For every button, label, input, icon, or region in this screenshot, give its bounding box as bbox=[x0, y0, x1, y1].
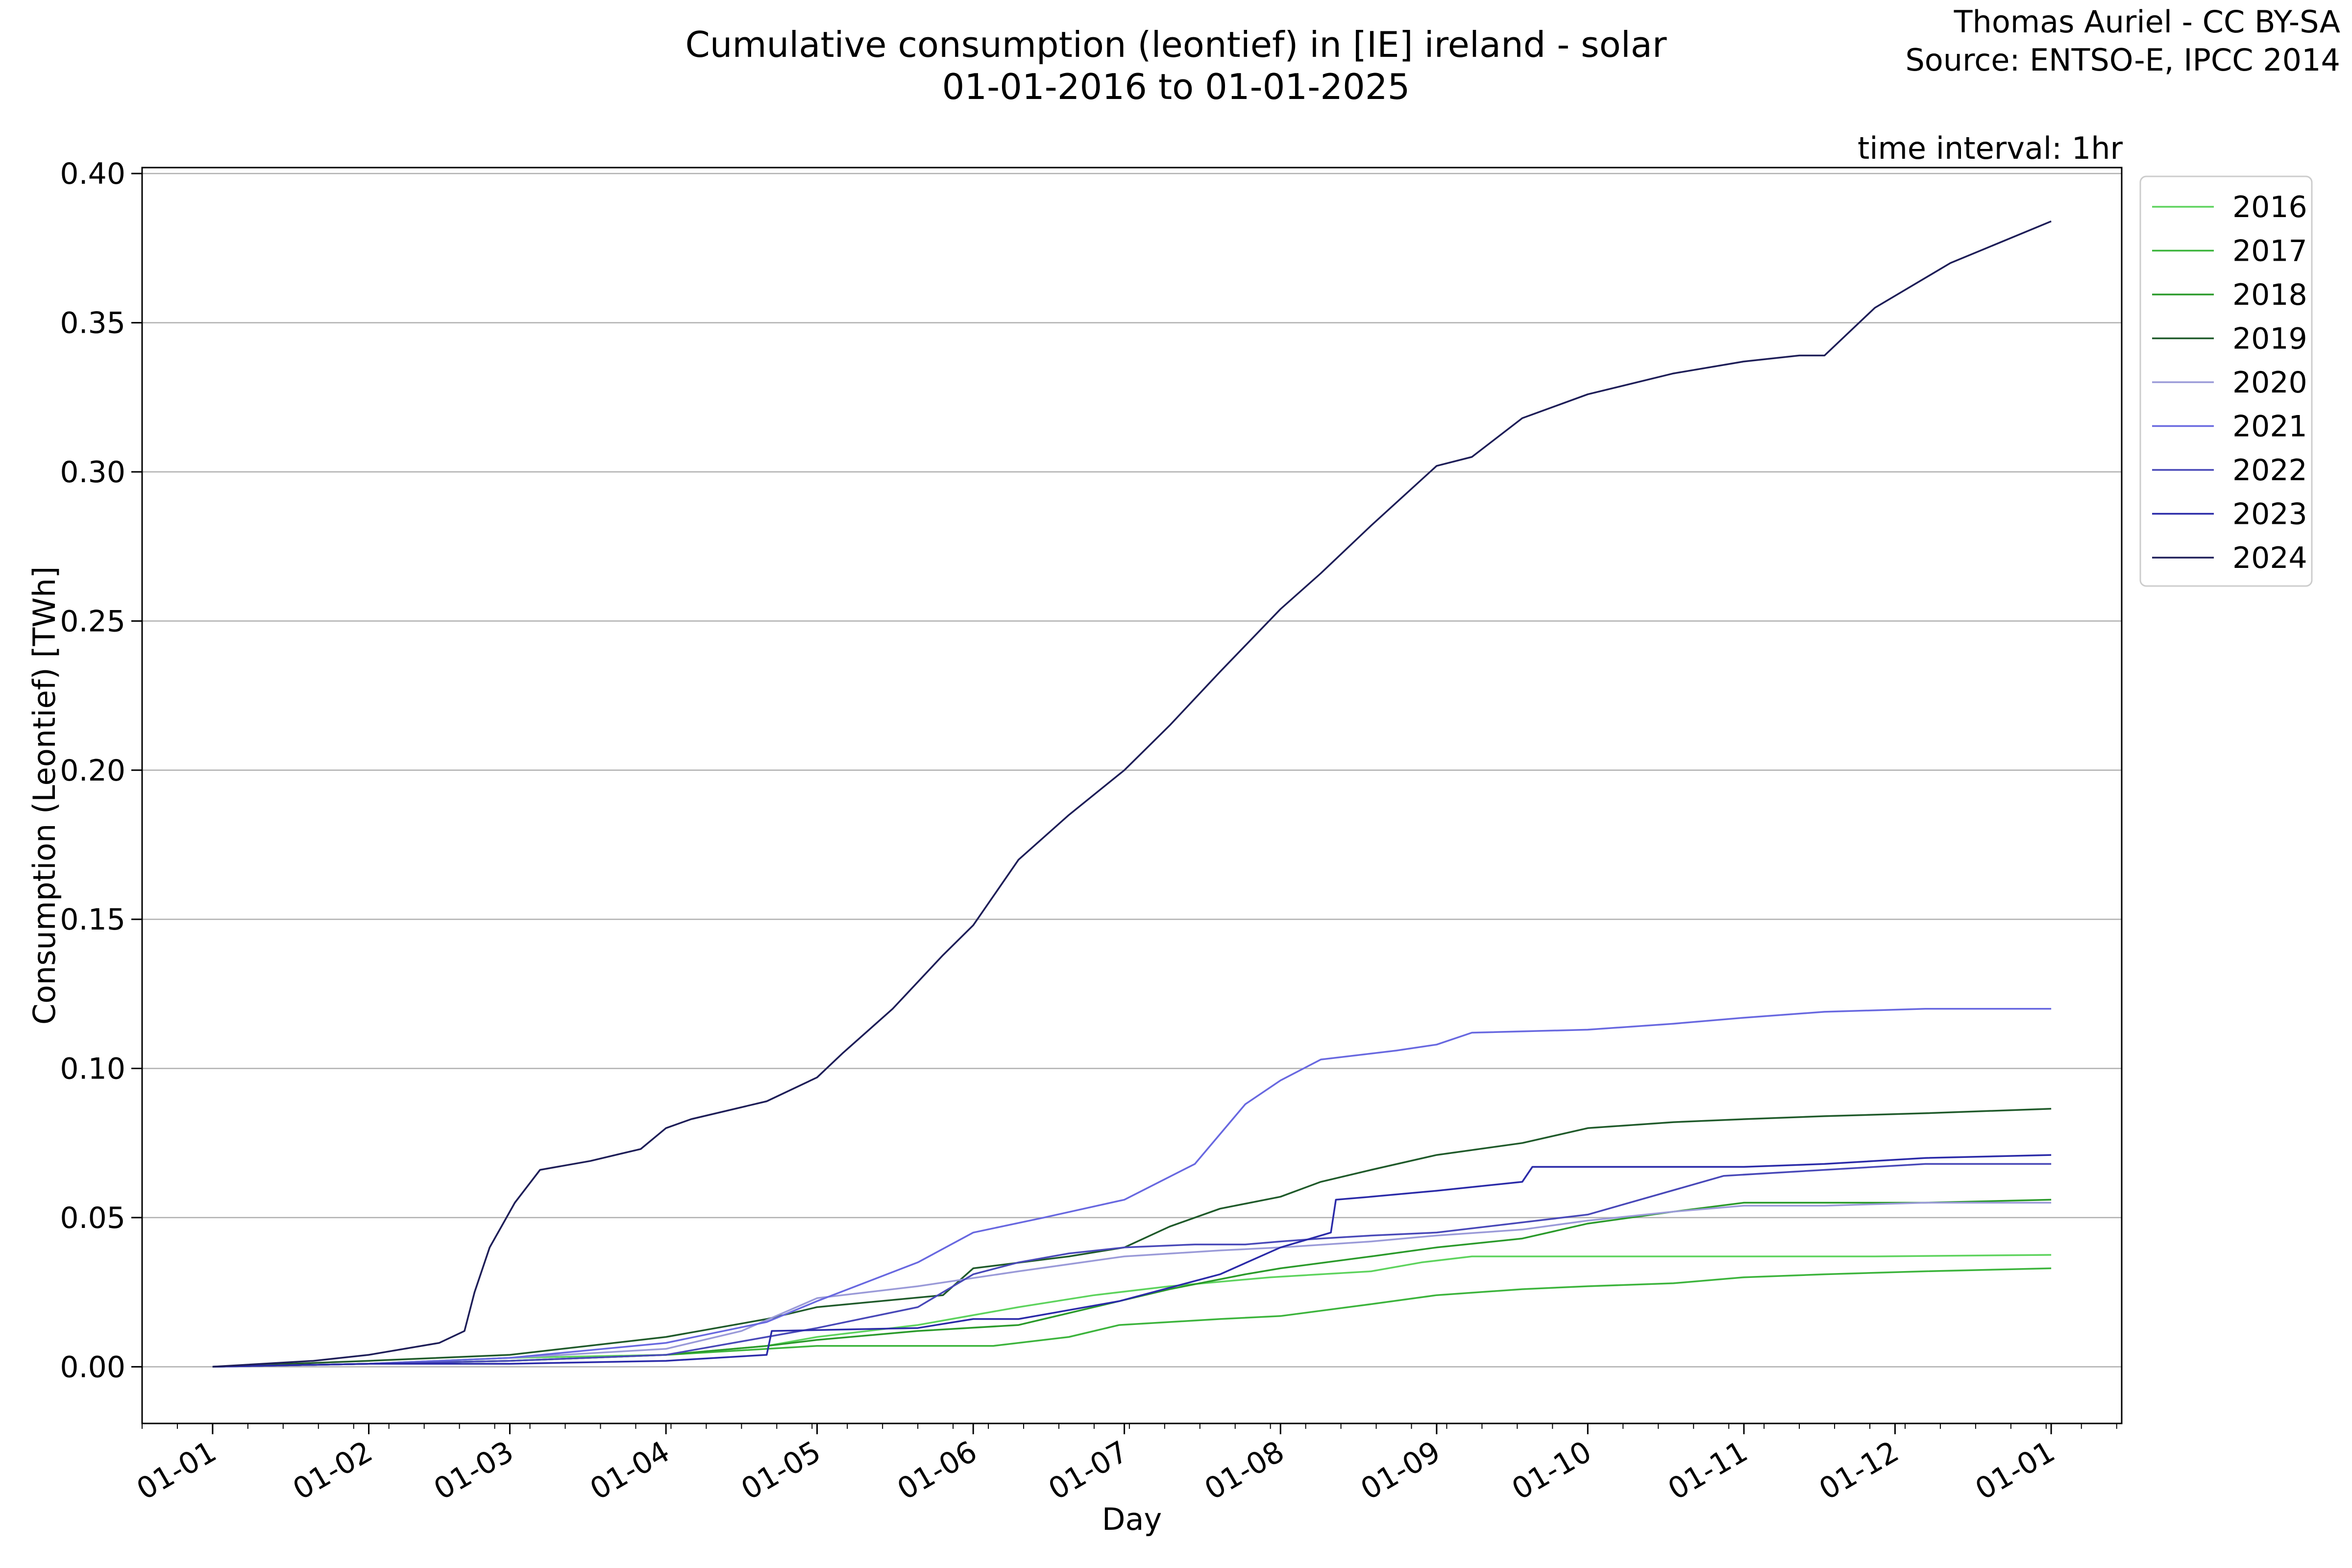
x-tick-label: 01-01 bbox=[131, 1434, 222, 1507]
legend-entry: 2016 bbox=[2232, 190, 2307, 224]
series-line-2018 bbox=[212, 1199, 2052, 1368]
y-tick-label: 0.15 bbox=[60, 903, 125, 937]
series-line-2017 bbox=[212, 1267, 2052, 1368]
legend-entry: 2021 bbox=[2232, 410, 2307, 444]
series-line-2021 bbox=[212, 1008, 2052, 1368]
series-line-2019 bbox=[212, 1107, 2052, 1368]
y-tick-label: 0.40 bbox=[60, 157, 125, 191]
chart-title-line1: Cumulative consumption (leontief) in [IE… bbox=[685, 24, 1667, 65]
x-tick-label: 01-07 bbox=[1043, 1434, 1134, 1507]
credit-author: Thomas Auriel - CC BY-SA bbox=[1954, 4, 2340, 40]
legend-entry: 2018 bbox=[2232, 278, 2307, 312]
x-tick-label: 01-05 bbox=[735, 1434, 827, 1507]
y-tick-label: 0.10 bbox=[60, 1052, 125, 1086]
y-tick-label: 0.35 bbox=[60, 306, 125, 341]
legend-entry: 2022 bbox=[2232, 453, 2307, 488]
x-axis: 01-01 01-02 01-03 01-04 01-05 01-06 01-07 01-08… bbox=[131, 1423, 2117, 1507]
plot-frame bbox=[141, 167, 2123, 1424]
y-axis-label: Consumption (Leontief) [TWh] bbox=[26, 566, 62, 1025]
x-tick-label: 01-06 bbox=[892, 1434, 983, 1507]
x-tick-label: 01-11 bbox=[1663, 1434, 1754, 1507]
series-lines bbox=[212, 220, 2052, 1368]
x-tick-label: 01-10 bbox=[1506, 1434, 1597, 1507]
time-interval-label: time interval: 1hr bbox=[1858, 130, 2123, 166]
series-line-2024 bbox=[212, 220, 2052, 1368]
x-tick-label: 01-03 bbox=[428, 1434, 519, 1507]
legend-entry: 2017 bbox=[2232, 234, 2307, 269]
series-line-2022 bbox=[212, 1163, 2052, 1368]
x-tick-label: 01-09 bbox=[1355, 1434, 1446, 1507]
legend-entry: 2024 bbox=[2232, 541, 2307, 575]
credits: Thomas Auriel - CC BY-SA Source: ENTSO-E… bbox=[1905, 3, 2340, 79]
x-tick-label: 01-12 bbox=[1813, 1434, 1905, 1507]
credit-source: Source: ENTSO-E, IPCC 2014 bbox=[1905, 42, 2340, 78]
y-tick-label: 0.30 bbox=[60, 455, 125, 490]
legend: 2016 2017 2018 2019 2020 2021 2022 2023 2024 bbox=[2139, 175, 2313, 587]
y-axis: 0.00 0.05 0.10 0.15 0.20 0.25 0.30 0.35 0.40 bbox=[60, 157, 142, 1384]
x-axis-label: Day bbox=[1102, 1501, 1162, 1537]
chart-title-line2: 01-01-2016 to 01-01-2025 bbox=[942, 66, 1410, 107]
y-tick-label: 0.00 bbox=[60, 1350, 125, 1384]
legend-entry: 2023 bbox=[2232, 497, 2307, 532]
series-line-2016 bbox=[212, 1254, 2052, 1368]
legend-entry: 2020 bbox=[2232, 366, 2307, 400]
x-tick-label: 01-04 bbox=[585, 1434, 676, 1507]
series-line-2023 bbox=[212, 1154, 2052, 1368]
y-tick-label: 0.05 bbox=[60, 1201, 125, 1235]
y-tick-label: 0.25 bbox=[60, 604, 125, 638]
chart-title: Cumulative consumption (leontief) in [IE… bbox=[490, 24, 1862, 108]
legend-box bbox=[2139, 175, 2313, 587]
x-tick-label: 01-08 bbox=[1199, 1434, 1290, 1507]
x-tick-label: 01-01 bbox=[1970, 1434, 2061, 1507]
grid-lines bbox=[142, 172, 2122, 1368]
legend-entry: 2019 bbox=[2232, 322, 2307, 356]
x-tick-label: 01-02 bbox=[287, 1434, 378, 1507]
y-tick-label: 0.20 bbox=[60, 754, 125, 788]
series-line-2020 bbox=[212, 1201, 2052, 1368]
